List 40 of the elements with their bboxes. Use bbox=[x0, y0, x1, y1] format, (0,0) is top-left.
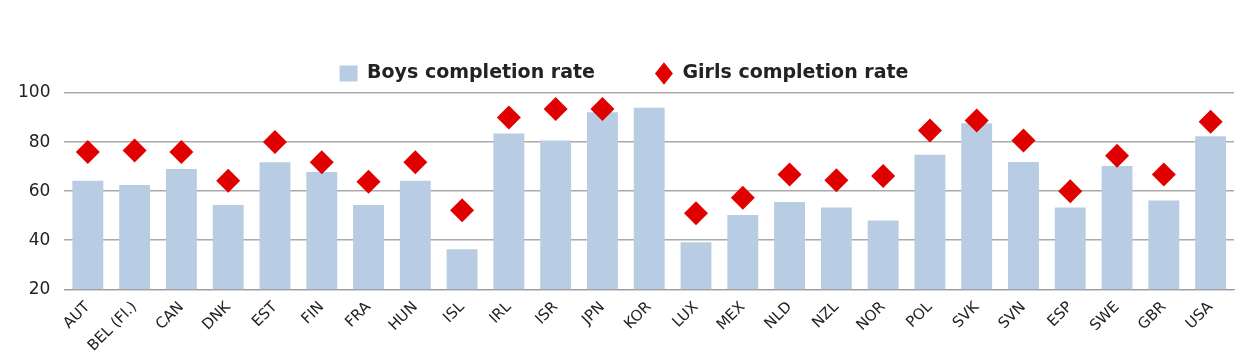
y-tick-label: 100 bbox=[17, 81, 51, 102]
x-tick-label: ESP bbox=[1043, 297, 1076, 331]
x-tick-label: NZL bbox=[808, 297, 843, 332]
point bbox=[309, 150, 334, 175]
point bbox=[1058, 179, 1083, 204]
point bbox=[75, 139, 100, 164]
y-tick-label: 60 bbox=[28, 179, 51, 200]
point bbox=[824, 168, 849, 193]
point bbox=[496, 105, 521, 130]
point bbox=[730, 185, 755, 210]
point bbox=[590, 96, 615, 121]
point bbox=[964, 108, 989, 133]
point bbox=[216, 168, 241, 193]
point bbox=[543, 96, 568, 121]
point bbox=[917, 118, 942, 143]
point bbox=[684, 201, 709, 226]
point bbox=[1011, 128, 1036, 153]
y-tick-label: 40 bbox=[28, 228, 51, 249]
point bbox=[122, 138, 147, 163]
y-tick-label: 20 bbox=[28, 277, 51, 298]
point bbox=[777, 162, 802, 187]
point bbox=[871, 163, 896, 188]
legend-label: Boys completion rate bbox=[367, 60, 595, 83]
point bbox=[356, 169, 381, 194]
point bbox=[1105, 143, 1130, 168]
point bbox=[169, 139, 194, 164]
x-tick-label: FIN bbox=[297, 297, 328, 328]
x-tick-label: POL bbox=[902, 297, 936, 331]
point bbox=[262, 130, 287, 155]
point bbox=[450, 198, 475, 223]
point bbox=[1151, 162, 1176, 187]
x-tick-label: USA bbox=[1181, 297, 1217, 333]
legend-label: Girls completion rate bbox=[682, 60, 909, 83]
x-tick-label: ISL bbox=[439, 297, 469, 327]
point bbox=[1198, 109, 1223, 134]
x-tick-label: FRA bbox=[341, 297, 375, 331]
point bbox=[403, 150, 428, 175]
x-tick-label: IRL bbox=[485, 297, 515, 327]
x-tick-label: ISR bbox=[531, 297, 562, 328]
y-tick-label: 80 bbox=[28, 130, 51, 151]
